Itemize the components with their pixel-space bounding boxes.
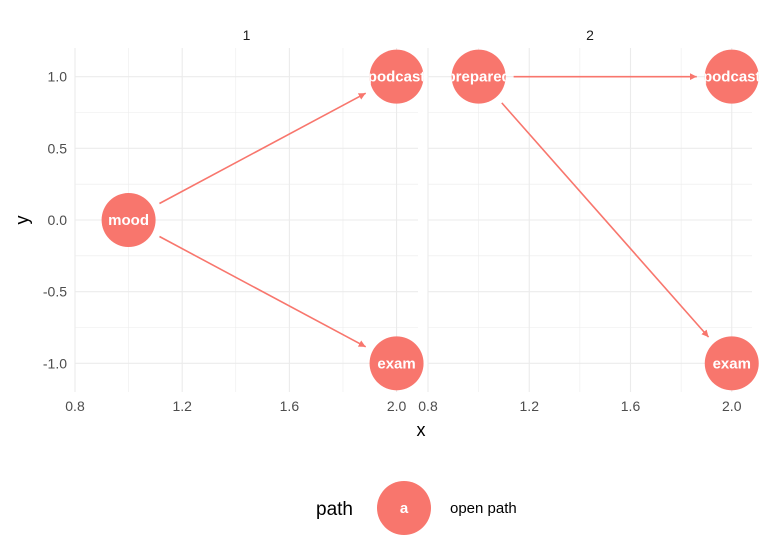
- node-circle: [369, 49, 424, 104]
- x-axis-title: x: [417, 420, 426, 440]
- node-mood: mood: [101, 193, 156, 247]
- legend-entry-label: open path: [450, 500, 517, 517]
- node-podcast: podcast: [703, 49, 761, 104]
- facet-strip-label: 2: [586, 27, 594, 43]
- y-tick-label: -1.0: [43, 355, 67, 371]
- node-podcast: podcast: [368, 49, 426, 104]
- x-tick-label: 2.0: [387, 398, 407, 414]
- node-circle: [704, 49, 759, 104]
- y-tick-label: 0.5: [48, 140, 68, 156]
- panel-2: 2 0.8 1.2 1.6 2.0 prepared podcast exam: [418, 27, 761, 414]
- node-label: prepared: [447, 69, 511, 86]
- node-label: podcast: [368, 69, 426, 86]
- y-tick-label: 0.0: [48, 212, 68, 228]
- node-prepared: prepared: [447, 49, 511, 104]
- node-circle: [451, 49, 506, 104]
- facet-strip-label: 1: [243, 27, 251, 43]
- x-tick-label: 1.2: [520, 398, 540, 414]
- y-axis-title: y: [12, 216, 32, 225]
- edge-mood-to-exam: [159, 235, 367, 348]
- node-circle: [101, 193, 156, 247]
- legend-key-label: a: [400, 500, 409, 517]
- node-label: exam: [377, 355, 415, 372]
- x-tick-label: 0.8: [65, 398, 85, 414]
- x-tick-label: 1.6: [280, 398, 300, 414]
- x-tick-label: 0.8: [418, 398, 438, 414]
- x-tick-label: 2.0: [722, 398, 742, 414]
- edge-mood-to-podcast: [159, 92, 367, 205]
- node-label: podcast: [703, 69, 761, 86]
- legend-title: path: [316, 499, 353, 520]
- x-tick-label: 1.2: [172, 398, 192, 414]
- edge-prepared-to-exam: [501, 102, 710, 338]
- node-label: mood: [108, 212, 149, 229]
- y-tick-label: -0.5: [43, 284, 67, 300]
- node-circle: [369, 336, 424, 391]
- panel-1: 1 0.8 1.2 1.6 2.0 1.0 0.5 0.0 -0.5 -1.0 mood podcas…: [43, 27, 426, 414]
- y-tick-label: 1.0: [48, 69, 68, 85]
- node-circle: [704, 336, 759, 391]
- x-tick-label: 1.6: [621, 398, 641, 414]
- node-exam: exam: [704, 336, 759, 391]
- legend: path a open path: [316, 481, 517, 535]
- legend-key-circle: [377, 481, 431, 535]
- node-exam: exam: [369, 336, 424, 391]
- node-label: exam: [713, 355, 751, 372]
